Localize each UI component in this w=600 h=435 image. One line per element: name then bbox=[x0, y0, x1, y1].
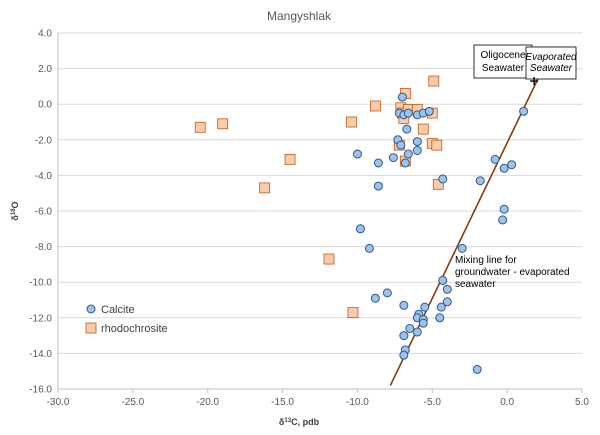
x-tick-label: -25.0 bbox=[121, 397, 144, 408]
y-tick-label: -14.0 bbox=[29, 349, 52, 360]
chart-title: Mangyshlak bbox=[267, 9, 332, 23]
calcite-point bbox=[442, 297, 452, 307]
y-tick-label: -8.0 bbox=[35, 242, 53, 253]
rhodochrosite-point bbox=[323, 253, 335, 265]
y-tick-label: 2.0 bbox=[38, 64, 52, 75]
calcite-point bbox=[507, 160, 517, 170]
legend-calcite-label: Calcite bbox=[101, 304, 135, 316]
calcite-point bbox=[382, 288, 392, 298]
calcite-point bbox=[403, 108, 413, 118]
calcite-point bbox=[475, 176, 485, 186]
rhodochrosite-point bbox=[346, 116, 357, 128]
calcite-point bbox=[498, 215, 508, 225]
rhodochrosite-point bbox=[284, 153, 296, 165]
y-tick-label: -10.0 bbox=[29, 278, 52, 289]
rhodochrosite-point bbox=[417, 123, 429, 135]
evaporated-seawater-label: Seawater bbox=[530, 63, 573, 74]
data-points bbox=[194, 75, 529, 374]
rhodochrosite-point bbox=[194, 121, 206, 133]
evaporated-box bbox=[525, 46, 577, 80]
calcite-point bbox=[499, 204, 509, 214]
calcite-point bbox=[402, 124, 412, 134]
calcite-point bbox=[399, 350, 409, 360]
calcite-point bbox=[396, 140, 406, 150]
y-tick-label: -2.0 bbox=[35, 135, 53, 146]
evaporated-seawater-label: Evaporated bbox=[525, 52, 577, 63]
y-tick-labels: 4.0 2.0 0.0 -2.0 -4.0 -6.0 -8.0 -10.0 -12.0 -14.0… bbox=[29, 29, 52, 396]
y-axis-label: δ18O bbox=[10, 201, 20, 220]
calcite-point bbox=[405, 323, 415, 333]
legend-rhodochrosite-label: rhodochrosite bbox=[101, 323, 168, 335]
legend-rhodochrosite-marker bbox=[85, 322, 97, 334]
calcite-point bbox=[436, 302, 446, 312]
calcite-point bbox=[400, 158, 410, 168]
mixing-line-label: seawater bbox=[455, 279, 496, 290]
x-tick-label: -15.0 bbox=[271, 397, 294, 408]
calcite-point bbox=[420, 302, 430, 312]
calcite-point bbox=[403, 149, 413, 159]
rhodochrosite-point bbox=[432, 178, 444, 190]
x-tick-labels: -30.0 -25.0 -20.0 -15.0 -10.0 -5.0 0.0 5.0 bbox=[47, 397, 590, 408]
calcite-point bbox=[490, 154, 500, 164]
axes bbox=[57, 33, 583, 393]
oligocene-seawater-label: Oligocene bbox=[480, 50, 525, 61]
calcite-point bbox=[442, 284, 452, 294]
calcite-point bbox=[388, 153, 398, 163]
calcite-point bbox=[373, 158, 383, 168]
legend: Calcite rhodochrosite bbox=[85, 304, 168, 335]
calcite-point bbox=[412, 145, 422, 155]
x-tick-label: -20.0 bbox=[196, 397, 219, 408]
calcite-point bbox=[370, 293, 380, 303]
mixing-line-label: groundwater - evaporated bbox=[455, 267, 570, 278]
rhodochrosite-point bbox=[428, 75, 440, 87]
calcite-point bbox=[435, 313, 445, 323]
calcite-point bbox=[438, 275, 448, 285]
oligocene-box bbox=[473, 44, 533, 79]
calcite-point bbox=[418, 318, 428, 328]
y-tick-label: 0.0 bbox=[38, 100, 52, 111]
calcite-point bbox=[412, 327, 422, 337]
x-tick-label: -5.0 bbox=[424, 397, 442, 408]
oligocene-seawater-label: Seawater bbox=[482, 63, 525, 74]
y-tick-label: -12.0 bbox=[29, 313, 52, 324]
calcite-point bbox=[519, 106, 529, 116]
calcite-point bbox=[352, 149, 362, 159]
mixing-line-label: Mixing line for bbox=[455, 255, 517, 266]
legend-calcite-marker bbox=[86, 304, 96, 314]
calcite-point bbox=[438, 174, 448, 184]
calcite-point bbox=[472, 364, 482, 374]
calcite-point bbox=[399, 300, 409, 310]
x-tick-label: 5.0 bbox=[575, 397, 589, 408]
calcite-point bbox=[499, 163, 509, 173]
calcite-point bbox=[457, 243, 467, 253]
calcite-point bbox=[373, 181, 383, 191]
calcite-point bbox=[399, 331, 409, 341]
y-tick-label: -6.0 bbox=[35, 207, 53, 218]
x-tick-label: -10.0 bbox=[346, 397, 369, 408]
rhodochrosite-point bbox=[431, 139, 443, 151]
rhodochrosite-point bbox=[259, 182, 271, 194]
rhodochrosite-point bbox=[369, 100, 381, 112]
y-tick-label: 4.0 bbox=[38, 29, 52, 40]
calcite-point bbox=[412, 137, 422, 147]
rhodochrosite-point bbox=[347, 307, 359, 318]
y-tick-label: -4.0 bbox=[35, 171, 53, 182]
calcite-point bbox=[355, 224, 365, 234]
calcite-point bbox=[424, 106, 434, 116]
x-axis-label: δ13C, pdb bbox=[279, 417, 320, 427]
x-tick-label: 0.0 bbox=[500, 397, 514, 408]
rhodochrosite-point bbox=[217, 118, 229, 130]
y-tick-label: -16.0 bbox=[29, 385, 52, 396]
calcite-point bbox=[364, 243, 374, 253]
calcite-point bbox=[397, 92, 407, 102]
x-tick-label: -30.0 bbox=[47, 397, 70, 408]
